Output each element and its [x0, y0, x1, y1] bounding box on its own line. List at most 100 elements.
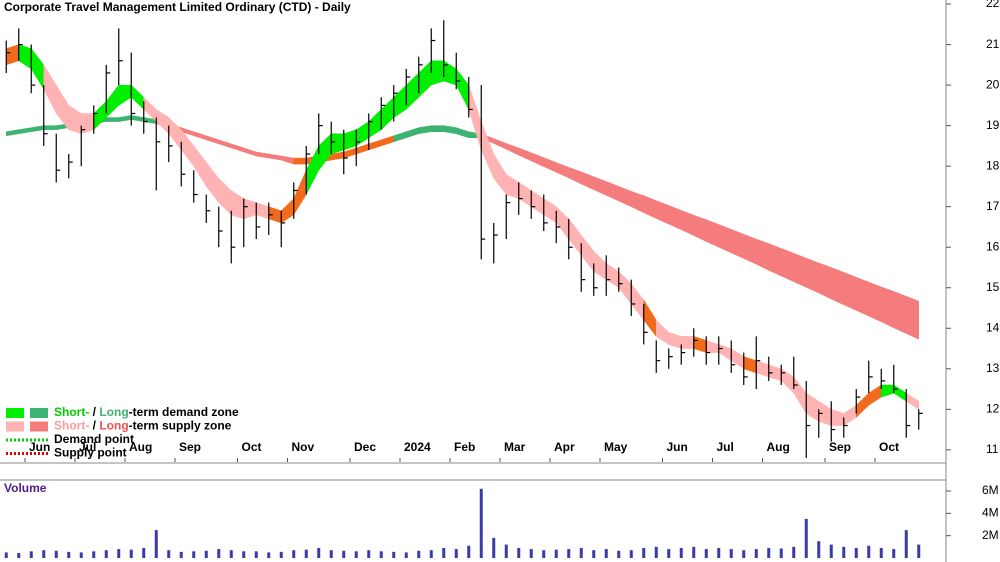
long-band-segment [893, 291, 907, 334]
volume-bar [154, 530, 158, 558]
long-band-segment [781, 248, 794, 283]
long-band-segment [106, 117, 119, 122]
volume-bar [292, 550, 296, 558]
volume-bar [192, 551, 196, 558]
volume-bar [917, 544, 921, 558]
legend-label-part: -term supply zone [129, 419, 232, 433]
volume-bar [592, 550, 596, 558]
volume-bar [229, 550, 233, 558]
volume-bar [754, 549, 758, 558]
y-tick-label: 12 [986, 401, 1000, 415]
x-tick-label: Oct [879, 440, 899, 454]
x-tick-label: Aug [767, 440, 790, 454]
volume-bar [429, 550, 433, 558]
volume-bar [479, 488, 483, 558]
volume-bar [679, 547, 683, 558]
volume-bar [354, 551, 358, 558]
volume-y-tick-label: 2M [982, 528, 999, 542]
x-tick-label: Jun [29, 440, 50, 454]
x-tick-label: 2024 [404, 440, 431, 454]
volume-bar [742, 550, 746, 558]
volume-bar [867, 545, 871, 558]
volume-bar [504, 544, 508, 558]
legend-label: Short- / Long-term demand zone [54, 405, 239, 419]
long-band-segment [431, 125, 444, 132]
long-band-segment [843, 271, 857, 311]
y-tick-label: 17 [986, 199, 1000, 213]
volume-bar [54, 550, 58, 558]
volume-bar [304, 549, 308, 558]
volume-bar [542, 550, 546, 558]
volume-bar [117, 549, 121, 558]
x-tick-label: Jul [79, 440, 96, 454]
volume-bar [629, 550, 633, 558]
volume-bar [404, 552, 408, 558]
legend-swatch [6, 421, 24, 432]
x-tick-label: Feb [454, 440, 475, 454]
volume-bar [554, 549, 558, 558]
long-band-segment [881, 286, 894, 329]
long-band-segment [806, 257, 819, 294]
volume-bar [442, 547, 446, 558]
volume-bar [329, 550, 333, 558]
volume-bar [267, 552, 271, 558]
volume-bar [392, 551, 396, 558]
legend-label-part: Supply point [54, 446, 127, 460]
legend-label-part: Short- [54, 405, 89, 419]
legend-swatch [30, 408, 48, 418]
volume-bar [579, 547, 583, 558]
volume-bar [842, 546, 846, 558]
long-band-segment [293, 157, 307, 165]
x-tick-label: Oct [242, 440, 262, 454]
y-tick-label: 21 [986, 37, 1000, 51]
volume-bar [529, 549, 533, 558]
volume-bar [104, 550, 108, 558]
y-tick-label: 16 [986, 239, 1000, 253]
chart-title: Corporate Travel Management Limited Ordi… [4, 0, 351, 14]
y-tick-label: 15 [986, 280, 1000, 294]
long-band-segment [906, 295, 919, 340]
legend-label-part: Short- [54, 419, 89, 433]
volume-bar [817, 541, 821, 558]
long-band-segment [818, 262, 832, 300]
y-tick-label: 11 [986, 442, 999, 456]
legend-label-part: -term demand zone [129, 405, 239, 419]
volume-bar [804, 518, 808, 558]
volume-bar [367, 550, 371, 558]
volume-bar [792, 546, 796, 558]
volume-y-tick-label: 6M [982, 483, 999, 497]
short-band-segment [681, 336, 694, 349]
volume-bar [467, 545, 471, 558]
x-tick-label: Nov [292, 440, 315, 454]
volume-bar [667, 549, 671, 558]
x-tick-label: Dec [354, 440, 376, 454]
volume-bar [204, 550, 208, 558]
y-tick-label: 19 [986, 118, 1000, 132]
x-tick-label: Jul [717, 440, 734, 454]
volume-label: Volume [4, 481, 47, 495]
legend-label-part: / [89, 405, 99, 419]
volume-bar [129, 549, 133, 558]
volume-bar [4, 552, 8, 558]
volume-bar [279, 551, 283, 558]
volume-bar [142, 547, 146, 558]
volume-bar [92, 551, 96, 558]
legend-label: Short- / Long-term supply zone [54, 419, 232, 433]
y-tick-label: 13 [986, 361, 1000, 375]
x-tick-label: Aug [129, 440, 152, 454]
long-band-segment [868, 281, 882, 323]
volume-bar [17, 552, 21, 558]
volume-bar [67, 551, 71, 558]
long-band-segment [831, 267, 844, 306]
volume-bar [854, 547, 858, 558]
x-tick-label: Sep [179, 440, 201, 454]
legend-swatch [30, 421, 48, 432]
legend-label: Demand point [54, 432, 134, 446]
x-tick-label: May [604, 440, 628, 454]
x-tick-label: Jun [667, 440, 688, 454]
y-tick-label: 14 [986, 320, 1000, 334]
y-tick-label: 22 [986, 0, 1000, 10]
volume-bar [604, 549, 608, 558]
volume-bar [517, 547, 521, 558]
